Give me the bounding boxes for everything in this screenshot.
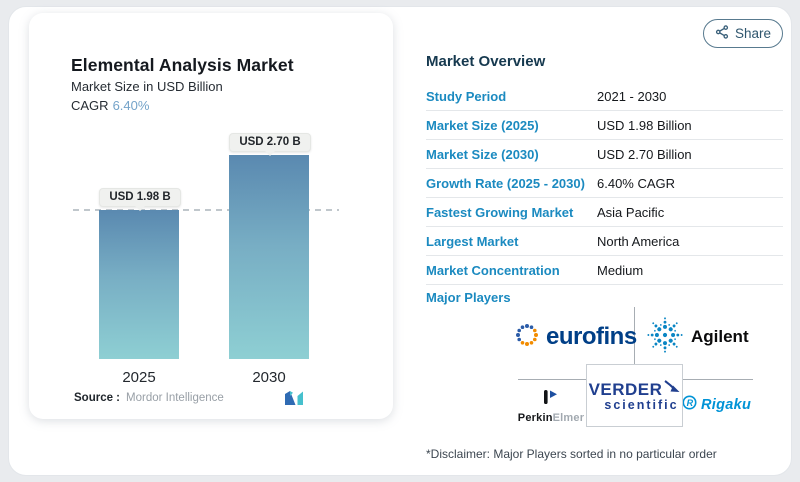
table-row: Growth Rate (2025 - 2030) 6.40% CAGR xyxy=(426,169,783,198)
bar-2030-value-tooltip: USD 2.70 B xyxy=(229,133,311,156)
row-value: 2021 - 2030 xyxy=(597,88,667,104)
agilent-logo: Agilent xyxy=(646,316,749,359)
row-label: Market Concentration xyxy=(426,262,560,278)
major-players-label: Major Players xyxy=(426,290,511,305)
rigaku-wordmark: Rigaku xyxy=(701,397,752,413)
perkinelmer-wordmark: PerkinElmer xyxy=(517,412,585,424)
share-button[interactable]: Share xyxy=(703,19,783,48)
row-value: Asia Pacific xyxy=(597,204,665,220)
mordor-intelligence-logo-icon xyxy=(284,390,310,411)
perkinelmer-flag-icon xyxy=(540,389,562,411)
agilent-wordmark: Agilent xyxy=(691,327,749,346)
row-label: Study Period xyxy=(426,88,507,104)
verder-scientific-wordmark: scientific xyxy=(604,397,679,412)
bar-2030 xyxy=(229,155,309,359)
verder-arrow-icon xyxy=(664,379,680,398)
share-label: Share xyxy=(734,26,772,41)
source-value: Mordor Intelligence xyxy=(126,392,224,404)
table-row: Market Concentration Medium xyxy=(426,256,783,285)
bar-2025-value-tooltip: USD 1.98 B xyxy=(99,188,181,211)
grid-divider-horizontal-right xyxy=(683,379,753,380)
source-label: Source : xyxy=(74,392,121,404)
chart-panel: Elemental Analysis Market Market Size in… xyxy=(29,13,393,419)
table-row: Fastest Growing Market Asia Pacific xyxy=(426,198,783,227)
bar-2025 xyxy=(99,210,179,359)
axis-label-2030: 2030 xyxy=(252,369,286,386)
table-row: Study Period 2021 - 2030 xyxy=(426,82,783,111)
table-row: Market Size (2025) USD 1.98 Billion xyxy=(426,111,783,140)
row-value: USD 2.70 Billion xyxy=(597,146,692,162)
table-row: Market Size (2030) USD 2.70 Billion xyxy=(426,140,783,169)
perkinelmer-logo: PerkinElmer xyxy=(518,389,584,424)
verder-wordmark: VERDER xyxy=(588,379,663,399)
eurofins-wordmark: eurofins xyxy=(546,323,637,350)
svg-text:R: R xyxy=(687,398,694,408)
share-icon xyxy=(715,25,729,42)
disclaimer-text: *Disclaimer: Major Players sorted in no … xyxy=(426,447,717,461)
axis-label-2025: 2025 xyxy=(122,369,156,386)
chart-title: Elemental Analysis Market xyxy=(71,55,294,75)
agilent-starburst-icon xyxy=(646,316,684,359)
verder-scientific-logo: VERDER scientific xyxy=(586,364,683,427)
chart-subtitle: Market Size in USD Billion xyxy=(71,79,223,94)
row-label: Market Size (2030) xyxy=(426,146,539,162)
grid-divider-vertical xyxy=(634,307,635,364)
cagr-value: 6.40% xyxy=(112,98,150,113)
row-label: Growth Rate (2025 - 2030) xyxy=(426,175,585,191)
overview-table: Study Period 2021 - 2030 Market Size (20… xyxy=(426,82,783,285)
major-players-grid: eurofins xyxy=(426,307,783,435)
rigaku-r-icon: R xyxy=(682,395,697,415)
eurofins-logo: eurofins xyxy=(514,317,637,357)
row-value: Medium xyxy=(597,262,644,278)
row-label: Fastest Growing Market xyxy=(426,204,574,220)
chart-cagr: CAGR 6.40% xyxy=(71,98,149,113)
row-value: North America xyxy=(597,233,680,249)
row-value: USD 1.98 Billion xyxy=(597,117,692,133)
row-value: 6.40% CAGR xyxy=(597,175,676,191)
reference-dashed-line xyxy=(73,209,339,211)
cagr-label: CAGR xyxy=(71,98,109,113)
overview-title: Market Overview xyxy=(426,53,546,70)
row-label: Largest Market xyxy=(426,233,519,249)
rigaku-logo: R Rigaku xyxy=(682,395,751,415)
row-label: Market Size (2025) xyxy=(426,117,539,133)
grid-divider-horizontal-left xyxy=(518,379,586,380)
eurofins-dots-icon xyxy=(514,320,540,355)
report-card: Elemental Analysis Market Market Size in… xyxy=(8,6,792,476)
table-row: Largest Market North America xyxy=(426,227,783,256)
source-row: Source : Mordor Intelligence xyxy=(74,392,224,404)
